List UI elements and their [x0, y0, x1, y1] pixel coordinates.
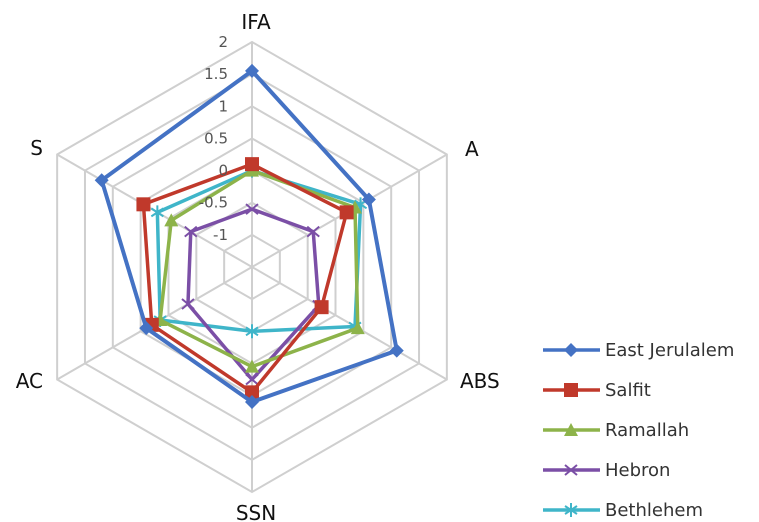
data-point	[245, 373, 259, 386]
legend-label: Salfit	[605, 380, 651, 401]
tick-label: -0.5	[199, 194, 228, 212]
data-point	[245, 203, 259, 215]
data-point	[184, 225, 198, 238]
data-point	[339, 205, 354, 220]
series-salfit	[136, 157, 354, 400]
data-point	[389, 343, 404, 358]
data-point	[181, 298, 195, 310]
tick-label: -1	[213, 226, 228, 244]
data-point	[94, 173, 109, 188]
axis-labels: IFA A ABS SSN AC S	[16, 10, 500, 522]
legend: East Jerulalem Salfit Ramallah Hebron Bethle…	[543, 340, 734, 521]
axis-label-abs: ABS	[460, 369, 500, 393]
tick-labels: 2 1.5 1 0.5 0 -0.5 -1	[199, 33, 228, 244]
data-point	[139, 321, 154, 336]
data-point	[164, 213, 179, 227]
data-point	[245, 359, 259, 373]
legend-entry: Salfit	[543, 380, 651, 401]
data-point	[350, 321, 365, 335]
data-point	[245, 157, 259, 172]
data-point	[245, 63, 259, 78]
axis-label-a: A	[465, 137, 479, 161]
legend-entry: Bethlehem	[543, 500, 703, 521]
data-point	[564, 383, 578, 397]
legend-label: Hebron	[605, 460, 670, 481]
radar-grid	[56, 40, 448, 494]
legend-entry: Hebron	[543, 460, 670, 481]
data-point	[564, 423, 578, 436]
series-layer	[94, 63, 404, 409]
tick-label: 1	[218, 97, 228, 115]
data-point	[564, 464, 578, 476]
tick-label: 2	[218, 33, 228, 51]
data-point	[361, 192, 376, 207]
legend-label: Bethlehem	[605, 500, 703, 521]
tick-label: 0.5	[204, 129, 228, 147]
data-point	[564, 343, 578, 357]
legend-label: East Jerulalem	[605, 340, 734, 361]
series-line	[155, 168, 363, 334]
data-point	[306, 225, 320, 238]
data-point	[245, 324, 259, 339]
data-point	[564, 503, 578, 517]
series-east-jerulalem	[94, 63, 404, 409]
axis-label-ssn: SSN	[236, 501, 276, 522]
axis-label-ac: AC	[16, 369, 43, 393]
legend-entry: Ramallah	[543, 420, 689, 441]
legend-entry: East Jerulalem	[543, 340, 734, 361]
data-point	[136, 197, 151, 212]
data-point	[314, 300, 329, 315]
data-point	[245, 385, 259, 400]
data-point	[245, 395, 259, 409]
legend-label: Ramallah	[605, 420, 689, 441]
data-point	[150, 205, 164, 220]
tick-label: 1.5	[204, 65, 228, 83]
axis-label-s: S	[30, 136, 43, 160]
axis-label-ifa: IFA	[241, 10, 271, 34]
tick-label: 0	[218, 162, 228, 180]
